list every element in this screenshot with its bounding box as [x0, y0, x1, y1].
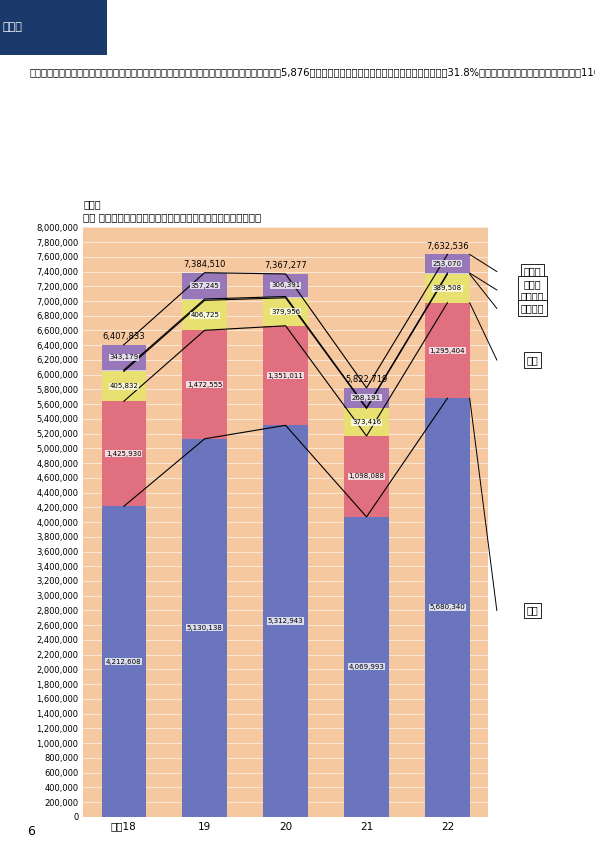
- Text: 1,351,011: 1,351,011: [268, 372, 303, 379]
- Text: 1,098,088: 1,098,088: [349, 473, 384, 479]
- Text: 6,407,833: 6,407,833: [102, 332, 145, 341]
- Text: 5,312,943: 5,312,943: [268, 618, 303, 624]
- Text: 図４ 「短期滞在」の在留資格による目的別新規入国者数の推移: 図４ 「短期滞在」の在留資格による目的別新規入国者数の推移: [83, 212, 262, 222]
- Text: 373,416: 373,416: [352, 419, 381, 425]
- Bar: [183, 299, 227, 301]
- Text: その他: その他: [524, 267, 541, 276]
- Bar: [183, 330, 227, 439]
- Text: 343,179: 343,179: [109, 354, 138, 360]
- Bar: [345, 517, 389, 817]
- Text: 357,245: 357,245: [190, 283, 219, 289]
- Text: 7,367,277: 7,367,277: [264, 261, 307, 270]
- Bar: [345, 408, 389, 436]
- Bar: [102, 506, 146, 817]
- Text: また，観光を目的とした新規入国者数について国籍（出身地）別に見ると，韓国が１８０万5,876人で最も多く，観光を目的とした新規入国者全体の31.8%を占めている: また，観光を目的とした新規入国者数について国籍（出身地）別に見ると，韓国が１８０…: [30, 67, 595, 77]
- Text: 406,725: 406,725: [190, 312, 219, 318]
- Bar: [264, 298, 308, 326]
- Bar: [264, 425, 308, 817]
- Text: 4,212,608: 4,212,608: [106, 658, 142, 664]
- Text: 268,191: 268,191: [352, 395, 381, 401]
- Bar: [425, 303, 469, 398]
- Text: 405,832: 405,832: [109, 383, 138, 389]
- Text: 306,391: 306,391: [271, 282, 300, 288]
- Text: 商用: 商用: [527, 355, 538, 365]
- Bar: [102, 344, 146, 370]
- Text: 7,632,536: 7,632,536: [426, 242, 469, 251]
- Text: 5,130,138: 5,130,138: [187, 625, 223, 631]
- Bar: [183, 439, 227, 817]
- Bar: [425, 254, 469, 273]
- Bar: [425, 273, 469, 274]
- Text: 7,384,510: 7,384,510: [183, 260, 226, 269]
- Text: 253,070: 253,070: [433, 261, 462, 267]
- Bar: [102, 371, 146, 402]
- Text: 5,822,719: 5,822,719: [345, 375, 388, 384]
- Text: 4,069,993: 4,069,993: [349, 663, 384, 670]
- Text: 親族訪問: 親族訪問: [521, 303, 544, 313]
- Text: （人）: （人）: [83, 200, 101, 210]
- Text: 1,425,930: 1,425,930: [106, 450, 142, 457]
- Text: 379,956: 379,956: [271, 309, 300, 315]
- Bar: [264, 296, 308, 298]
- Text: 389,508: 389,508: [433, 285, 462, 291]
- Bar: [183, 273, 227, 299]
- Bar: [102, 370, 146, 371]
- Text: 5,680,340: 5,680,340: [430, 605, 465, 610]
- Text: 文化・
学術活動: 文化・ 学術活動: [521, 280, 544, 301]
- Bar: [0, 0, 107, 55]
- Text: 第１部: 第１部: [3, 23, 23, 32]
- Bar: [345, 436, 389, 517]
- Text: 1,295,404: 1,295,404: [430, 348, 465, 354]
- Bar: [102, 402, 146, 506]
- Bar: [183, 301, 227, 330]
- Bar: [345, 388, 389, 408]
- Text: 1,472,555: 1,472,555: [187, 381, 223, 387]
- Bar: [264, 326, 308, 425]
- Bar: [264, 274, 308, 296]
- Text: 6: 6: [27, 825, 35, 838]
- Bar: [425, 274, 469, 303]
- Bar: [425, 398, 469, 817]
- Text: 観光: 観光: [527, 605, 538, 616]
